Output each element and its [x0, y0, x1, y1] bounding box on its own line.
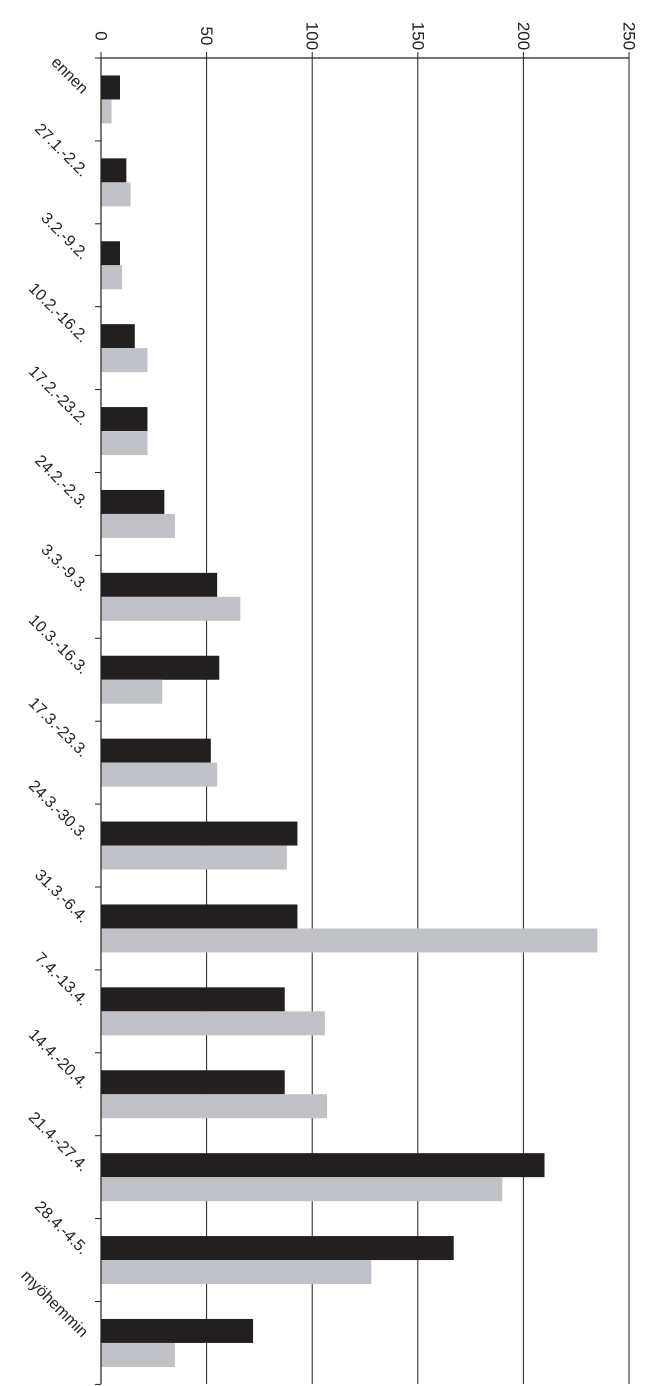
bar — [101, 75, 121, 100]
bar — [101, 1236, 454, 1261]
bar — [101, 1011, 325, 1036]
tick-label: 250 — [620, 22, 639, 50]
bar — [101, 821, 298, 846]
category-label: 14.4.-20.4. — [25, 1026, 91, 1092]
bars — [101, 75, 598, 1367]
bar — [101, 513, 175, 538]
tick-label: 200 — [514, 22, 533, 50]
category-label: myöhemmin — [17, 1267, 91, 1341]
category-label: 28.4.-4.5. — [31, 1198, 91, 1258]
category-label: 17.2.-23.2. — [25, 363, 91, 429]
category-label: 10.2.-16.2. — [25, 280, 91, 346]
bar — [101, 679, 163, 704]
bar — [101, 1070, 285, 1095]
bar — [101, 241, 121, 266]
bar — [101, 1342, 175, 1367]
bar — [101, 1094, 327, 1119]
bar — [101, 596, 241, 621]
bar — [101, 431, 148, 456]
category-label: 31.3.-6.4. — [31, 867, 91, 927]
bar — [101, 324, 135, 349]
tick-label: 50 — [197, 27, 216, 46]
bar — [101, 762, 218, 787]
category-label: 17.3.-23.3. — [25, 695, 91, 761]
category-label: 3.3.-9.3. — [37, 541, 91, 595]
bar — [101, 1153, 545, 1178]
bar — [101, 738, 211, 763]
bar — [101, 407, 148, 432]
tick-label: 100 — [303, 22, 322, 50]
category-label: 24.2.-2.3. — [31, 452, 91, 512]
bar — [101, 182, 131, 207]
bar — [101, 904, 298, 929]
category-label: 21.4.-27.4. — [25, 1109, 91, 1175]
bar — [101, 1318, 254, 1343]
bar — [101, 845, 287, 870]
bar — [101, 1260, 372, 1285]
category-labels: ennen 27.1.-2.2. 3.2.-9.2. 10.2.-16.2. 17.2.… — [17, 54, 91, 1341]
tick-label: 150 — [408, 22, 427, 50]
category-label: 7.4.-13.4. — [31, 950, 91, 1010]
bar — [101, 1177, 503, 1202]
tick-label: 0 — [92, 31, 111, 40]
bar — [101, 265, 123, 290]
bar — [101, 655, 220, 680]
bar — [101, 987, 285, 1012]
bar — [101, 489, 165, 514]
bar — [101, 348, 148, 373]
bar — [101, 99, 112, 124]
value-tick-labels: 0 50 100 150 200 250 — [92, 22, 639, 50]
bar — [101, 158, 127, 183]
bar — [101, 572, 218, 597]
axes — [95, 52, 630, 1385]
bar — [101, 928, 598, 953]
category-label: 10.3.-16.3. — [25, 612, 91, 678]
category-label: ennen — [48, 54, 91, 97]
category-label: 3.2.-9.2. — [37, 210, 91, 264]
category-label: 27.1.-2.2. — [31, 121, 91, 181]
category-label: 24.3.-30.3. — [25, 777, 91, 843]
